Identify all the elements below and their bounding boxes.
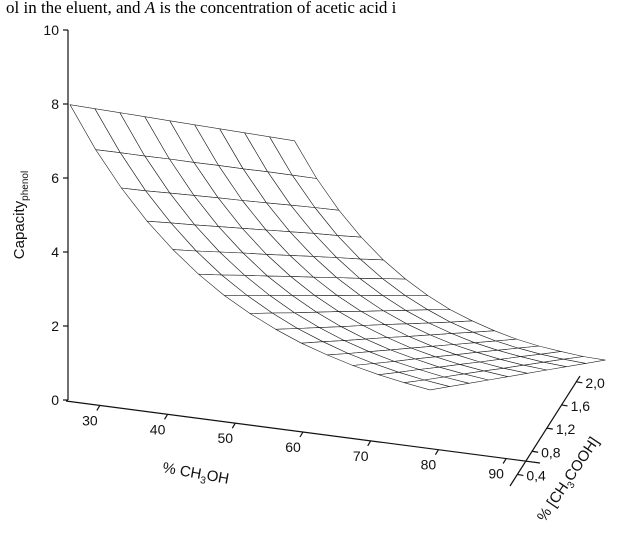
label-part: 3 xyxy=(199,475,207,487)
x-tick-label: 30 xyxy=(82,412,98,428)
surface-cell xyxy=(269,136,318,179)
label-part: OH xyxy=(205,467,230,488)
x-axis-label: % CH3OH xyxy=(161,459,231,490)
z-tick-label: 10 xyxy=(43,22,59,38)
label-part: phenol xyxy=(20,171,31,201)
caption-part: A xyxy=(144,0,156,17)
x-tick xyxy=(96,405,101,411)
surface-cell xyxy=(403,379,450,391)
z-tick-label: 2 xyxy=(51,318,59,334)
label-part: COOH] xyxy=(561,434,603,484)
x-tick-label: 40 xyxy=(150,421,166,437)
label-part: % CH xyxy=(161,459,203,483)
x-tick-label: 80 xyxy=(421,457,437,473)
y-tick-label: 2,0 xyxy=(585,375,605,391)
x-tick xyxy=(299,431,304,438)
axes: 0 2 4 6 8 10 30 40 50 60 70 80 90 0,4 0,8 1,2 1,6 2,0 xyxy=(43,22,605,487)
x-tick-label: 90 xyxy=(488,466,504,482)
y-axis-line xyxy=(509,375,581,487)
y-tick-label: 0,4 xyxy=(526,467,546,483)
caption-part: is the concentration of acetic acid i xyxy=(155,0,396,17)
y-tick xyxy=(561,404,568,407)
x-tick-label: 50 xyxy=(217,430,233,446)
x-tick xyxy=(164,413,169,420)
x-tick-label: 60 xyxy=(285,439,301,455)
x-tick-label: 70 xyxy=(353,448,369,464)
caption-fragment: ol in the eluent, and A is the concentra… xyxy=(6,0,397,17)
x-tick xyxy=(502,458,507,464)
y-tick-label: 1,2 xyxy=(556,421,576,437)
y-tick-label: 1,6 xyxy=(571,398,591,414)
y-tick-label: 0,8 xyxy=(541,444,561,460)
caption-part: ol in the eluent, and xyxy=(6,0,145,17)
z-tick-label: 4 xyxy=(51,244,59,260)
z-tick-label: 0 xyxy=(51,392,59,408)
y-tick xyxy=(546,427,553,430)
z-tick-label: 6 xyxy=(51,170,59,186)
y-tick xyxy=(517,473,524,477)
x-tick xyxy=(231,422,236,429)
label-part: 3 xyxy=(565,480,577,491)
z-axis-label: Capacityphenol xyxy=(11,171,31,259)
y-tick xyxy=(532,450,539,453)
z-tick-label: 8 xyxy=(51,96,59,112)
surface xyxy=(69,104,606,391)
x-tick xyxy=(434,449,439,456)
y-tick xyxy=(576,381,583,384)
label-part: Capacity xyxy=(11,200,28,259)
x-tick xyxy=(367,440,372,447)
